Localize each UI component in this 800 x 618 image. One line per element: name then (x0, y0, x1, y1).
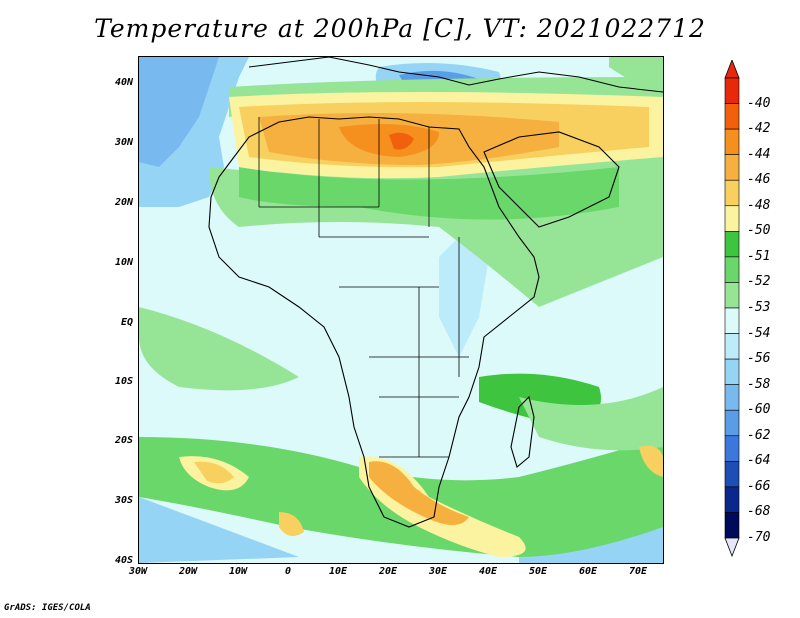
madagascar-coastline (510, 395, 535, 468)
colorbar-top-arrow (724, 60, 740, 79)
colorbar-label: -66 (747, 478, 771, 494)
lat-label-10s: 10S (114, 376, 133, 387)
country-borders (258, 117, 469, 458)
lat-label-40n: 40N (114, 77, 133, 88)
colorbar-label: -42 (747, 121, 771, 137)
colorbar-label: -58 (747, 376, 771, 392)
lon-label-30w: 30W (128, 566, 148, 577)
colorbar-label: -68 (747, 504, 771, 520)
colorbar-box (724, 435, 740, 462)
lat-label-20s: 20S (114, 435, 133, 446)
lon-label-10e: 10E (328, 566, 348, 577)
temperature-field-map (139, 57, 663, 563)
colorbar-label: -48 (747, 197, 771, 213)
lon-label-20w: 20W (178, 566, 198, 577)
warm-blob-southern-africa-core (369, 461, 469, 526)
cold-region-east-africa (439, 227, 489, 357)
lat-label-30n: 30N (114, 137, 133, 148)
colorbar-label: -62 (747, 427, 771, 443)
warm-blob-small (279, 512, 304, 536)
credit-text: GrADS: IGES/COLA (4, 603, 91, 613)
colorbar-box (724, 77, 740, 104)
lon-label-30e: 30E (428, 566, 448, 577)
lon-label-70e: 70E (628, 566, 648, 577)
colorbar-label: -52 (747, 274, 771, 290)
colorbar-box (724, 358, 740, 385)
lon-label-0: 0 (284, 566, 292, 577)
lon-label-20e: 20E (378, 566, 398, 577)
colorbar (724, 60, 740, 558)
green-band-west (139, 307, 299, 391)
colorbar-box (724, 307, 740, 334)
colorbar-bottom-arrow (724, 537, 740, 558)
lat-label-10n: 10N (114, 257, 133, 268)
colorbar-label: -54 (747, 325, 771, 341)
colorbar-box (724, 384, 740, 411)
colorbar-label: -40 (747, 95, 771, 111)
colorbar-label: -60 (747, 402, 771, 418)
colorbar-box (724, 179, 740, 207)
lat-label-40s: 40S (114, 555, 133, 566)
lat-label-eq: EQ (120, 317, 133, 328)
warm-belt-hotspot (389, 132, 414, 150)
arabia-coastline (483, 131, 620, 228)
colorbar-box (724, 154, 740, 181)
lon-label-40e: 40E (478, 566, 498, 577)
colorbar-label: -70 (747, 530, 771, 545)
colorbar-label: -46 (747, 172, 771, 188)
lon-label-50e: 50E (528, 566, 548, 577)
colorbar-label: -51 (747, 248, 771, 264)
colorbar-box (724, 103, 740, 130)
lon-label-60e: 60E (578, 566, 598, 577)
warm-blob-south-atlantic-core (194, 461, 234, 484)
colorbar-box (724, 256, 740, 283)
colorbar-box (724, 128, 740, 155)
warm-belt-core (339, 123, 439, 157)
warm-blob-east (639, 445, 663, 477)
cold-region-atlantic-north-core (139, 57, 219, 167)
lat-label-20n: 20N (114, 197, 133, 208)
plot-title: Temperature at 200hPa [C], VT: 202102271… (94, 14, 706, 43)
colorbar-label: -44 (747, 146, 771, 162)
colorbar-label: -56 (747, 351, 771, 367)
cold-region-south-atlantic (139, 497, 299, 563)
colorbar-box (724, 282, 740, 309)
colorbar-box (724, 409, 740, 437)
colorbar-box (724, 512, 740, 539)
colorbar-label: -50 (747, 223, 771, 239)
colorbar-box (724, 333, 740, 360)
map-panel (138, 56, 664, 564)
colorbar-box (724, 461, 740, 488)
lon-label-10w: 10W (228, 566, 248, 577)
africa-coastline (208, 116, 540, 528)
green-band-southeast (519, 387, 663, 451)
colorbar-label: -64 (747, 453, 771, 469)
colorbar-box (724, 205, 740, 232)
europe-coastline (248, 57, 663, 93)
lat-label-30s: 30S (114, 495, 133, 506)
colorbar-boxes (724, 60, 740, 558)
colorbar-box (724, 231, 740, 258)
colorbar-box (724, 486, 740, 513)
colorbar-label: -53 (747, 300, 771, 315)
